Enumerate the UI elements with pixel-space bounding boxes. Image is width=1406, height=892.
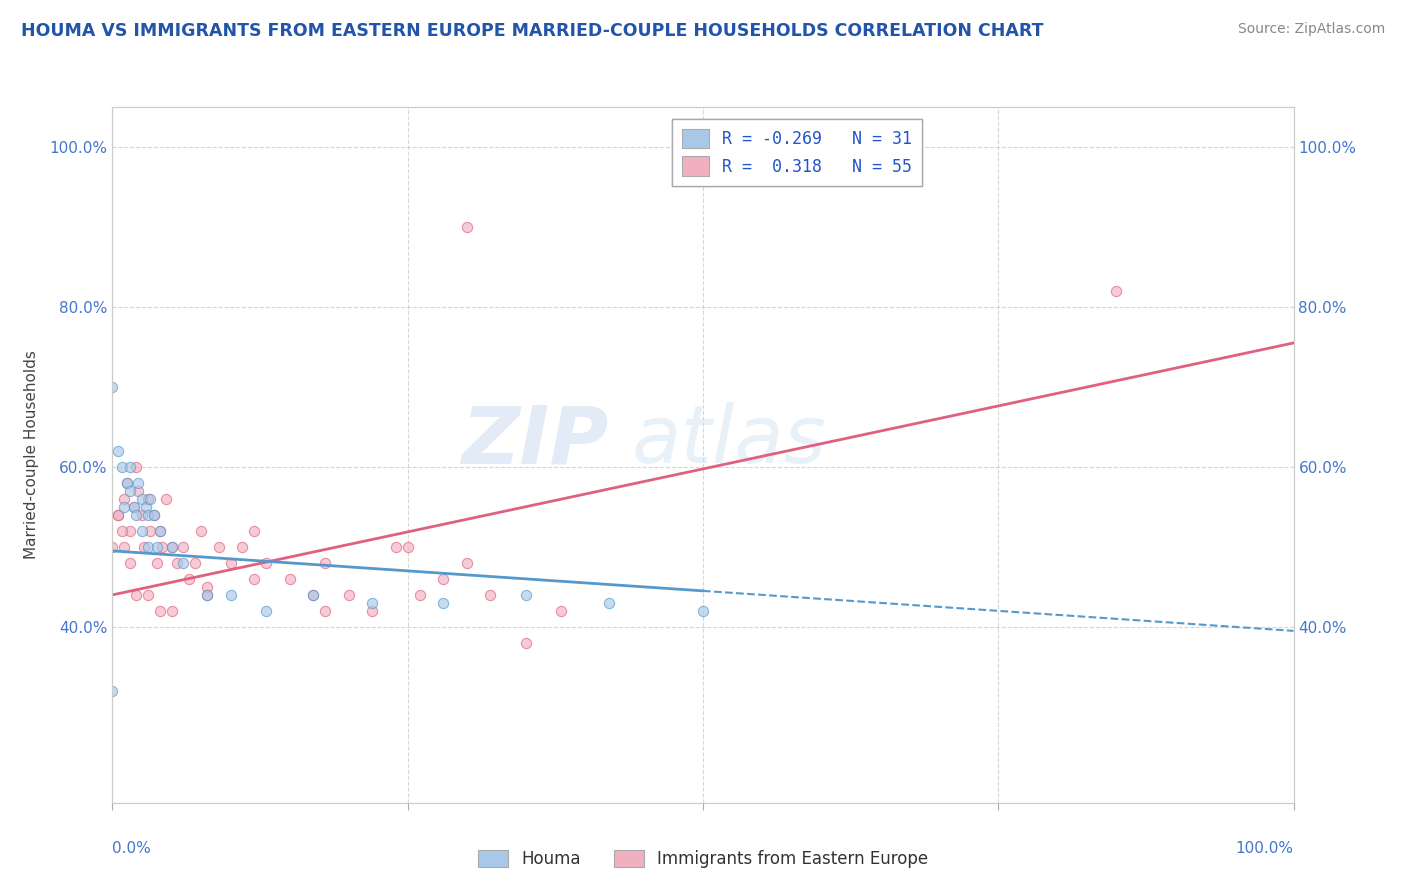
Y-axis label: Married-couple Households: Married-couple Households xyxy=(24,351,38,559)
Point xyxy=(278,572,301,586)
Point xyxy=(314,604,336,618)
Point xyxy=(208,540,231,554)
Point xyxy=(136,508,159,522)
Point xyxy=(120,524,142,538)
Point xyxy=(112,500,135,514)
Point xyxy=(231,540,253,554)
Point xyxy=(127,483,149,498)
Point xyxy=(184,556,207,570)
Point xyxy=(127,475,149,490)
Point xyxy=(107,444,129,458)
Point xyxy=(136,540,159,554)
Text: 100.0%: 100.0% xyxy=(1236,841,1294,856)
Point xyxy=(396,540,419,554)
Point xyxy=(160,540,183,554)
Point xyxy=(111,524,134,538)
Point xyxy=(385,540,408,554)
Point xyxy=(302,588,325,602)
Point xyxy=(125,459,148,474)
Point xyxy=(146,540,169,554)
Point xyxy=(146,556,169,570)
Point xyxy=(115,475,138,490)
Point xyxy=(195,588,218,602)
Point xyxy=(243,572,266,586)
Point xyxy=(432,596,454,610)
Text: ZIP: ZIP xyxy=(461,402,609,480)
Point xyxy=(337,588,360,602)
Point xyxy=(142,508,165,522)
Point xyxy=(550,604,572,618)
Point xyxy=(408,588,430,602)
Point xyxy=(101,540,124,554)
Point xyxy=(314,556,336,570)
Text: atlas: atlas xyxy=(633,402,827,480)
Point xyxy=(692,604,714,618)
Point xyxy=(160,604,183,618)
Point xyxy=(136,491,159,506)
Point xyxy=(160,540,183,554)
Point xyxy=(122,500,145,514)
Point xyxy=(515,588,537,602)
Point xyxy=(131,524,153,538)
Point xyxy=(456,219,478,234)
Point xyxy=(101,683,124,698)
Point xyxy=(479,588,502,602)
Point xyxy=(134,540,156,554)
Point xyxy=(1105,284,1128,298)
Point xyxy=(142,508,165,522)
Point xyxy=(112,491,135,506)
Point xyxy=(122,500,145,514)
Point xyxy=(243,524,266,538)
Point xyxy=(361,596,384,610)
Legend: Houma, Immigrants from Eastern Europe: Houma, Immigrants from Eastern Europe xyxy=(471,843,935,875)
Point xyxy=(139,491,162,506)
Point xyxy=(219,556,242,570)
Point xyxy=(195,580,218,594)
Text: HOUMA VS IMMIGRANTS FROM EASTERN EUROPE MARRIED-COUPLE HOUSEHOLDS CORRELATION CH: HOUMA VS IMMIGRANTS FROM EASTERN EUROPE … xyxy=(21,22,1043,40)
Point xyxy=(149,524,172,538)
Point xyxy=(125,508,148,522)
Point xyxy=(456,556,478,570)
Point xyxy=(112,540,135,554)
Point xyxy=(125,588,148,602)
Point xyxy=(139,524,162,538)
Point xyxy=(195,588,218,602)
Point xyxy=(254,604,277,618)
Point xyxy=(136,588,159,602)
Point xyxy=(120,556,142,570)
Legend: R = -0.269   N = 31, R =  0.318   N = 55: R = -0.269 N = 31, R = 0.318 N = 55 xyxy=(672,119,922,186)
Point xyxy=(190,524,212,538)
Point xyxy=(107,508,129,522)
Point xyxy=(302,588,325,602)
Point xyxy=(120,483,142,498)
Point xyxy=(166,556,188,570)
Point xyxy=(598,596,620,610)
Point xyxy=(131,491,153,506)
Point xyxy=(361,604,384,618)
Point xyxy=(111,459,134,474)
Text: Source: ZipAtlas.com: Source: ZipAtlas.com xyxy=(1237,22,1385,37)
Point xyxy=(172,540,194,554)
Point xyxy=(131,508,153,522)
Point xyxy=(115,475,138,490)
Point xyxy=(149,524,172,538)
Point xyxy=(172,556,194,570)
Point xyxy=(150,540,173,554)
Text: 0.0%: 0.0% xyxy=(112,841,152,856)
Point xyxy=(149,604,172,618)
Point xyxy=(155,491,177,506)
Point xyxy=(120,459,142,474)
Point xyxy=(254,556,277,570)
Point xyxy=(179,572,201,586)
Point xyxy=(515,636,537,650)
Point xyxy=(135,500,157,514)
Point xyxy=(107,508,129,522)
Point xyxy=(219,588,242,602)
Point xyxy=(432,572,454,586)
Point xyxy=(101,380,124,394)
